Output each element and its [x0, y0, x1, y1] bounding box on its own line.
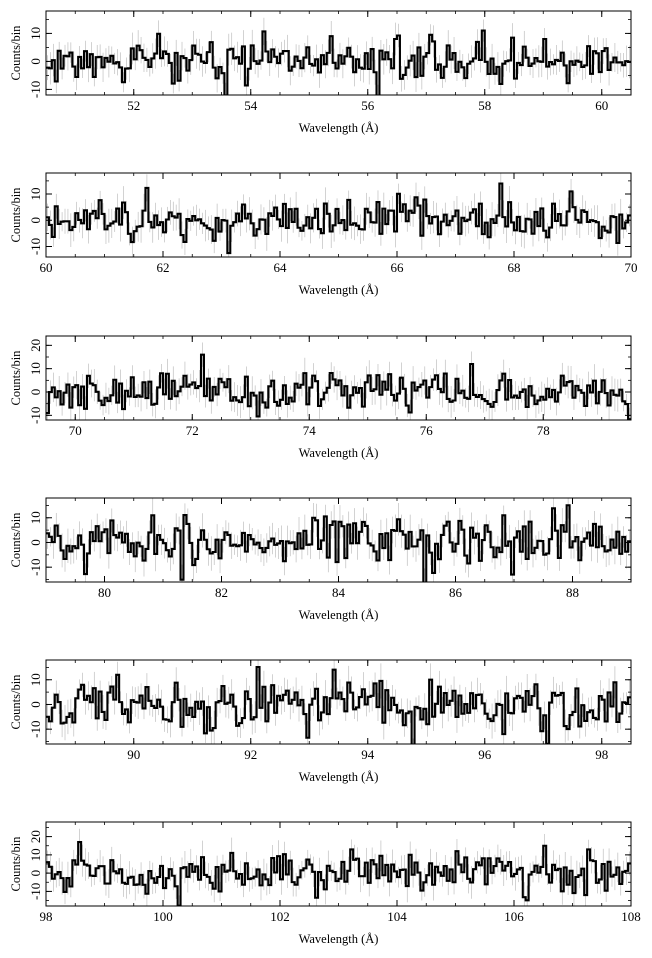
y-axis-label: Counts/bin [9, 674, 23, 730]
x-tick-label: 76 [420, 423, 434, 438]
x-tick-label: 60 [595, 98, 608, 113]
x-tick-label: 74 [303, 423, 317, 438]
x-tick-label: 90 [127, 747, 140, 762]
x-tick-label: 80 [98, 585, 111, 600]
x-tick-label: 54 [244, 98, 258, 113]
x-tick-label: 98 [40, 909, 53, 924]
x-tick-label: 86 [449, 585, 463, 600]
x-tick-label: 88 [566, 585, 579, 600]
spectrum-series [46, 504, 631, 582]
y-tick-label: 20 [28, 339, 43, 352]
x-tick-label: 82 [215, 585, 228, 600]
x-axis-label: Wavelength (Å) [299, 932, 379, 946]
y-tick-label: -10 [28, 238, 43, 255]
y-tick-label: 0 [28, 539, 43, 546]
spectrum-series [46, 353, 631, 420]
x-tick-label: 66 [391, 260, 405, 275]
spectrum-series [46, 182, 631, 255]
y-tick-label: -10 [28, 407, 43, 424]
y-tick-label: 20 [28, 830, 43, 843]
y-axis-label: Counts/bin [9, 512, 23, 568]
y-tick-label: 10 [28, 848, 43, 861]
x-axis-label: Wavelength (Å) [299, 770, 379, 784]
y-axis-label: Counts/bin [9, 187, 23, 243]
y-tick-label: 0 [28, 870, 43, 877]
x-tick-label: 72 [186, 423, 199, 438]
x-tick-label: 58 [478, 98, 491, 113]
x-axis-label: Wavelength (Å) [299, 121, 379, 135]
spectrum-series [46, 665, 631, 744]
y-tick-label: 0 [28, 701, 43, 708]
x-tick-label: 64 [274, 260, 288, 275]
x-tick-label: 102 [270, 909, 290, 924]
x-tick-label: 104 [387, 909, 407, 924]
x-tick-label: 70 [625, 260, 638, 275]
y-tick-label: 10 [28, 511, 43, 524]
x-tick-label: 92 [244, 747, 257, 762]
panel-3: 70 72 74 76 78 20 10 0 -10 Wavelength (Å) Counts/b… [9, 335, 632, 460]
y-tick-label: 10 [28, 673, 43, 686]
panel-1: 52 54 56 58 60 10 0 -10 Wavelength (Å) Counts/bin [9, 10, 632, 135]
y-tick-label: -10 [28, 81, 43, 98]
y-tick-label: 0 [28, 389, 43, 396]
y-tick-label: -10 [28, 559, 43, 576]
x-tick-label: 106 [504, 909, 524, 924]
x-tick-label: 70 [69, 423, 82, 438]
panel-2: 60 62 64 66 68 70 10 0 -10 Wavelength (Å) Counts/b… [9, 172, 638, 297]
y-tick-label: 0 [28, 58, 43, 65]
x-tick-label: 94 [361, 747, 375, 762]
x-tick-label: 108 [621, 909, 641, 924]
x-axis-label: Wavelength (Å) [299, 283, 379, 297]
x-axis-label: Wavelength (Å) [299, 446, 379, 460]
y-axis-label: Counts/bin [9, 25, 23, 81]
spectrum-series [46, 29, 631, 95]
x-axis-label: Wavelength (Å) [299, 608, 379, 622]
y-tick-label: 0 [28, 217, 43, 224]
x-tick-label: 96 [478, 747, 492, 762]
spectrum-series [46, 841, 631, 906]
x-tick-label: 62 [157, 260, 170, 275]
y-tick-label: 10 [28, 362, 43, 375]
y-tick-label: 10 [28, 27, 43, 40]
y-axis-label: Counts/bin [9, 836, 23, 892]
x-tick-label: 100 [153, 909, 173, 924]
y-tick-label: 10 [28, 188, 43, 201]
x-tick-label: 60 [40, 260, 53, 275]
x-tick-label: 98 [595, 747, 608, 762]
panel-4: 80 82 84 86 88 10 0 -10 Wavelength (Å) Counts/bin [9, 497, 632, 622]
error-bars [47, 828, 630, 906]
y-tick-label: -10 [28, 883, 43, 900]
x-tick-label: 84 [332, 585, 346, 600]
y-axis-label: Counts/bin [9, 350, 23, 406]
y-tick-label: -10 [28, 721, 43, 738]
x-tick-label: 52 [127, 98, 140, 113]
x-tick-label: 78 [537, 423, 550, 438]
x-tick-label: 56 [361, 98, 375, 113]
x-tick-label: 68 [508, 260, 521, 275]
